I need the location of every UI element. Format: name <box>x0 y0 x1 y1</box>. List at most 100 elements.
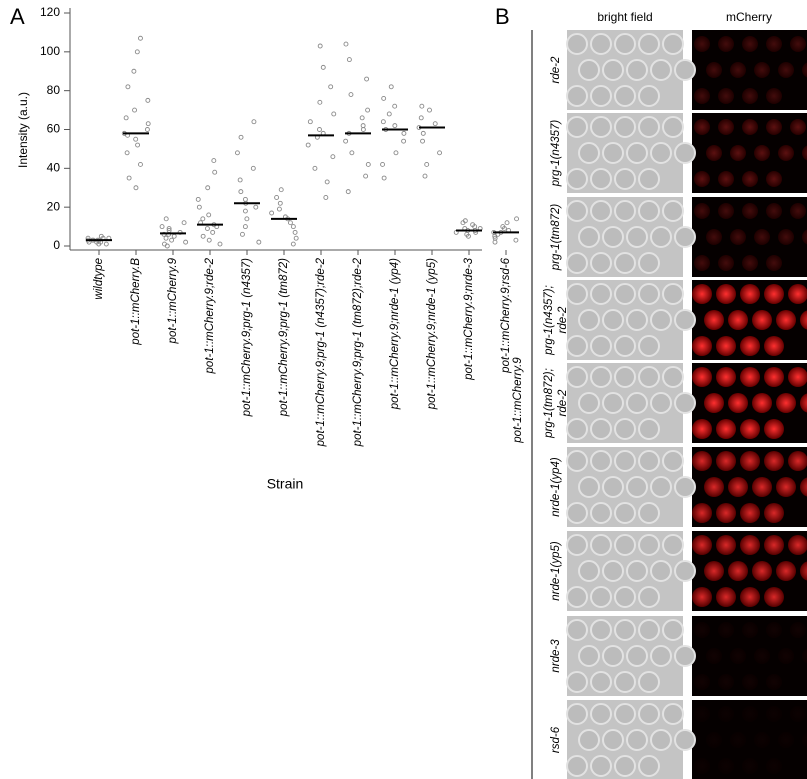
data-point <box>462 218 468 224</box>
cell-signal <box>764 419 784 439</box>
data-point <box>381 95 387 101</box>
cell-signal <box>766 622 782 638</box>
data-point <box>293 235 299 241</box>
data-point <box>278 187 284 193</box>
data-point <box>145 121 151 127</box>
cell-outline <box>566 283 588 305</box>
row-label: prg-1(n4357); <box>543 285 555 356</box>
data-point <box>392 123 398 129</box>
data-point <box>348 92 354 98</box>
cell-outline <box>566 366 588 388</box>
data-point <box>500 224 506 230</box>
cell-outline <box>650 476 672 498</box>
cell-outline <box>602 729 624 751</box>
cell-signal <box>764 367 784 387</box>
cell-signal <box>754 229 770 245</box>
data-point <box>242 224 248 230</box>
cell-signal <box>718 255 734 271</box>
data-point <box>363 173 369 179</box>
cell-outline <box>602 59 624 81</box>
data-point <box>253 204 259 210</box>
data-point <box>251 119 257 125</box>
cell-signal <box>802 648 807 664</box>
data-point <box>212 169 218 175</box>
cell-outline <box>602 476 624 498</box>
cell-outline <box>626 645 648 667</box>
cell-signal <box>694 119 710 135</box>
data-point <box>169 237 175 243</box>
data-point <box>206 237 212 243</box>
cell-outline <box>650 142 672 164</box>
data-point <box>132 107 137 113</box>
cell-signal <box>740 451 760 471</box>
cell-signal <box>766 171 782 187</box>
cell-signal <box>764 336 784 356</box>
row-label: nrde-3 <box>550 639 562 673</box>
cell-signal <box>740 284 760 304</box>
cell-outline <box>638 168 660 190</box>
cell-signal <box>752 477 772 497</box>
cell-outline <box>578 309 600 331</box>
cell-signal <box>776 393 796 413</box>
row-label: prg-1(tm872) <box>550 204 562 272</box>
data-point <box>364 76 370 82</box>
row-label: rde-2 <box>557 389 569 416</box>
x-tick-label: pot-1::mCherry.9;rde-2 <box>204 257 216 374</box>
cell-signal <box>716 419 736 439</box>
cell-outline <box>626 560 648 582</box>
cell-signal <box>704 561 724 581</box>
cell-signal <box>718 88 734 104</box>
data-point <box>365 107 371 113</box>
cell-outline <box>638 283 660 305</box>
column-header: mCherry <box>726 10 772 24</box>
cell-signal <box>730 145 746 161</box>
cell-outline <box>614 283 636 305</box>
cell-outline <box>614 586 636 608</box>
cell-signal <box>752 561 772 581</box>
cell-outline <box>650 392 672 414</box>
data-point <box>244 216 250 222</box>
cell-signal <box>776 561 796 581</box>
cell-outline <box>590 755 612 777</box>
data-point <box>211 158 217 164</box>
x-tick-label: pot-1::mCherry.9;prg-1 (n4357);rde-2 <box>315 257 327 447</box>
cell-signal <box>790 622 806 638</box>
cell-outline <box>674 729 696 751</box>
cell-outline <box>566 755 588 777</box>
data-point <box>217 241 223 247</box>
cell-outline <box>614 335 636 357</box>
data-point <box>307 119 313 125</box>
cell-outline <box>650 729 672 751</box>
cell-signal <box>742 88 758 104</box>
cell-signal <box>754 648 770 664</box>
data-point <box>432 121 438 127</box>
cell-signal <box>692 336 712 356</box>
cell-outline <box>662 200 684 222</box>
cell-signal <box>694 706 710 722</box>
data-point <box>237 177 243 183</box>
data-point <box>204 226 210 231</box>
x-tick-label: pot-1::mCherry.9;prg-1 (n4357) <box>241 258 253 417</box>
data-point <box>274 195 280 200</box>
cell-signal <box>694 171 710 187</box>
data-point <box>317 127 322 132</box>
cell-outline <box>566 33 588 55</box>
cell-signal <box>728 393 748 413</box>
data-point <box>181 220 187 226</box>
cell-outline <box>638 252 660 274</box>
cell-signal <box>790 36 806 52</box>
cell-outline <box>578 392 600 414</box>
cell-outline <box>638 619 660 641</box>
data-point <box>200 216 206 222</box>
cell-signal <box>740 535 760 555</box>
cell-outline <box>638 366 660 388</box>
data-point <box>380 119 386 125</box>
data-point <box>163 235 169 241</box>
data-point <box>124 150 130 156</box>
data-point <box>133 185 139 191</box>
cell-signal <box>788 451 807 471</box>
cell-signal <box>788 284 807 304</box>
row-label: nrde-1(yp5) <box>550 541 562 601</box>
cell-outline <box>590 366 612 388</box>
cell-outline <box>674 476 696 498</box>
